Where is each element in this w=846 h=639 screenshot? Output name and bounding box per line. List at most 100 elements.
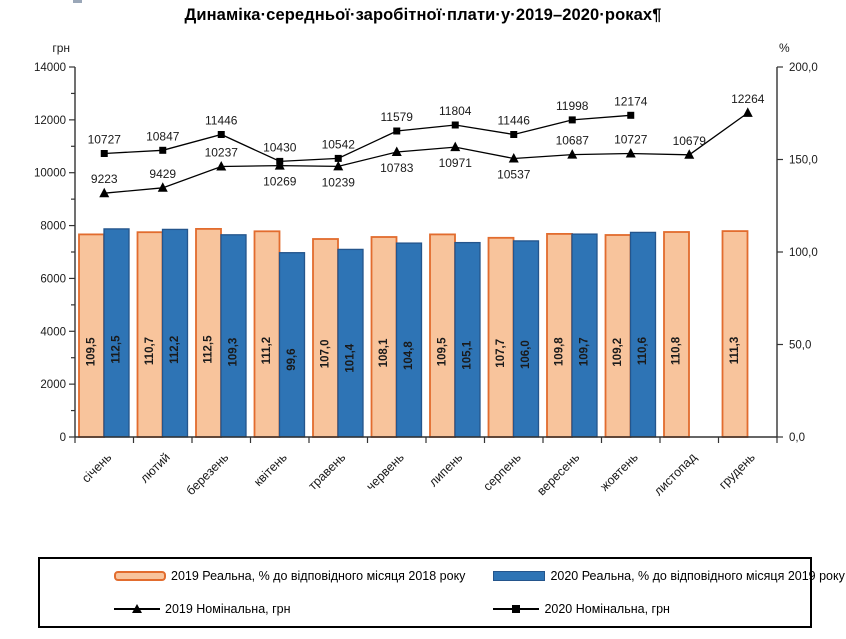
square-marker-icon [627, 111, 635, 119]
bar-2020-0 [103, 228, 130, 438]
point-label-2020-3: 10430 [263, 140, 297, 154]
left-tick-label: 14000 [34, 62, 66, 74]
triangle-marker-icon [450, 141, 461, 152]
bar-2020-6 [454, 241, 481, 438]
bar-label-2020-4: 101,4 [345, 343, 357, 372]
month-label-4: травень [306, 450, 349, 493]
bar-2019-5 [370, 236, 398, 438]
point-label-2019-8: 10687 [556, 134, 590, 148]
right-tick-label: 50,0 [789, 340, 811, 352]
chart-title: Динаміка·середньої·заробітної·плати·у·20… [184, 6, 662, 24]
month-label-7: серпень [481, 450, 524, 493]
bar-2020-5 [395, 242, 423, 438]
point-label-2020-0: 10727 [88, 133, 122, 147]
bar-2019-3 [253, 230, 281, 438]
legend-line-square-icon [493, 603, 540, 615]
left-tick-label: 8000 [40, 221, 66, 233]
bar-label-2020-2: 109,3 [228, 338, 240, 367]
bar-label-2020-8: 109,7 [579, 337, 591, 366]
square-marker-icon [393, 127, 401, 135]
point-label-2020-8: 11998 [556, 99, 589, 113]
bar-label-2019-7: 107,7 [495, 339, 507, 368]
bar-label-2019-5: 108,1 [378, 338, 390, 367]
square-marker-icon [159, 146, 167, 154]
point-label-2020-5: 11579 [381, 110, 414, 124]
square-marker-icon [334, 154, 342, 162]
bar-label-2020-9: 110,6 [637, 337, 649, 365]
month-label-2: березень [184, 450, 232, 498]
bar-label-2020-7: 106,0 [520, 340, 532, 369]
left-axis-unit: грн [52, 41, 70, 55]
bar-2020-3 [278, 252, 306, 438]
bar-2019-8 [546, 232, 573, 438]
square-marker-icon [276, 157, 284, 165]
left-tick-label: 4000 [40, 326, 66, 338]
triangle-marker-icon [684, 149, 695, 159]
right-tick-label: 0,0 [789, 432, 805, 444]
triangle-marker-icon [625, 148, 636, 158]
point-label-2019-10: 10679 [673, 134, 707, 148]
bar-2020-9 [629, 231, 657, 438]
month-label-11: грудень [716, 450, 758, 492]
month-label-6: липень [426, 450, 465, 489]
month-label-0: січень [79, 450, 114, 485]
legend-item-2020-real: 2020 Реальна, % до відповідного місяця 2… [465, 568, 845, 583]
month-label-9: жовтень [597, 450, 641, 494]
triangle-marker-icon [508, 153, 519, 163]
point-label-2019-7: 10537 [497, 168, 531, 182]
triangle-marker-icon [99, 187, 110, 198]
square-marker-icon [217, 131, 225, 138]
bar-label-2020-5: 104,8 [403, 341, 415, 370]
left-tick-label: 0 [60, 432, 66, 444]
bar-label-2019-2: 112,5 [203, 335, 215, 364]
line-2019-nominal [104, 112, 749, 194]
right-tick-label: 200,0 [789, 62, 818, 74]
point-label-2019-4: 10239 [322, 175, 356, 189]
right-tick-label: 150,0 [789, 155, 818, 167]
bar-2019-9 [604, 234, 632, 438]
bar-label-2019-1: 110,7 [144, 337, 156, 365]
bar-2020-4 [337, 248, 364, 438]
bar-label-2020-1: 112,2 [169, 336, 181, 364]
point-label-2020-2: 11446 [205, 114, 238, 128]
left-tick-label: 12000 [34, 115, 66, 127]
bar-2019-4 [312, 238, 339, 438]
legend-swatch-2020-bar-icon [493, 570, 546, 581]
legend-label-2020-real: 2020 Реальна, % до відповідного місяця 2… [550, 568, 845, 583]
bar-2019-11 [721, 230, 749, 438]
month-label-1: лютий [137, 450, 172, 485]
bar-label-2020-6: 105,1 [462, 340, 474, 369]
month-label-5: червень [364, 450, 407, 493]
point-label-2019-3: 10269 [263, 175, 297, 189]
right-tick-label: 100,0 [789, 247, 818, 259]
bar-label-2020-3: 99,6 [286, 348, 298, 370]
legend-item-2019-real: 2019 Реальна, % до відповідного місяця 2… [40, 569, 465, 583]
point-label-2019-9: 10727 [614, 133, 648, 147]
bar-label-2020-0: 112,5 [111, 335, 123, 364]
point-label-2020-4: 10542 [322, 137, 356, 151]
point-label-2019-1: 9429 [149, 167, 176, 181]
point-label-2020-6: 11804 [439, 104, 472, 118]
legend-swatch-2019-bar-icon [114, 570, 166, 581]
triangle-marker-icon [216, 161, 227, 171]
legend-label-2020-nominal: 2020 Номінальна, грн [544, 602, 670, 617]
bar-label-2019-4: 107,0 [320, 340, 332, 369]
bar-2019-0 [78, 233, 105, 438]
square-marker-icon [510, 131, 518, 138]
line-2020-nominal [104, 114, 631, 163]
combo-chart: 109,5 110,7 112,5 111,2 107,0 108,1 109,5 107,7… [34, 41, 818, 499]
square-marker-icon [568, 116, 576, 124]
point-label-2019-6: 10971 [439, 156, 473, 170]
point-label-2020-7: 11446 [498, 114, 531, 128]
month-label-10: листопад [651, 450, 700, 499]
bar-2019-10 [663, 231, 690, 438]
bar-label-2019-11: 111,3 [729, 337, 741, 365]
point-label-2019-2: 10237 [205, 146, 239, 160]
month-label-3: квітень [251, 450, 290, 489]
legend-label-2019-nominal: 2019 Номінальна, грн [165, 602, 291, 617]
bar-label-2019-8: 109,8 [554, 337, 566, 366]
triangle-marker-icon [567, 149, 578, 159]
month-label-8: вересень [534, 450, 582, 498]
legend-line-triangle-icon [114, 603, 160, 615]
